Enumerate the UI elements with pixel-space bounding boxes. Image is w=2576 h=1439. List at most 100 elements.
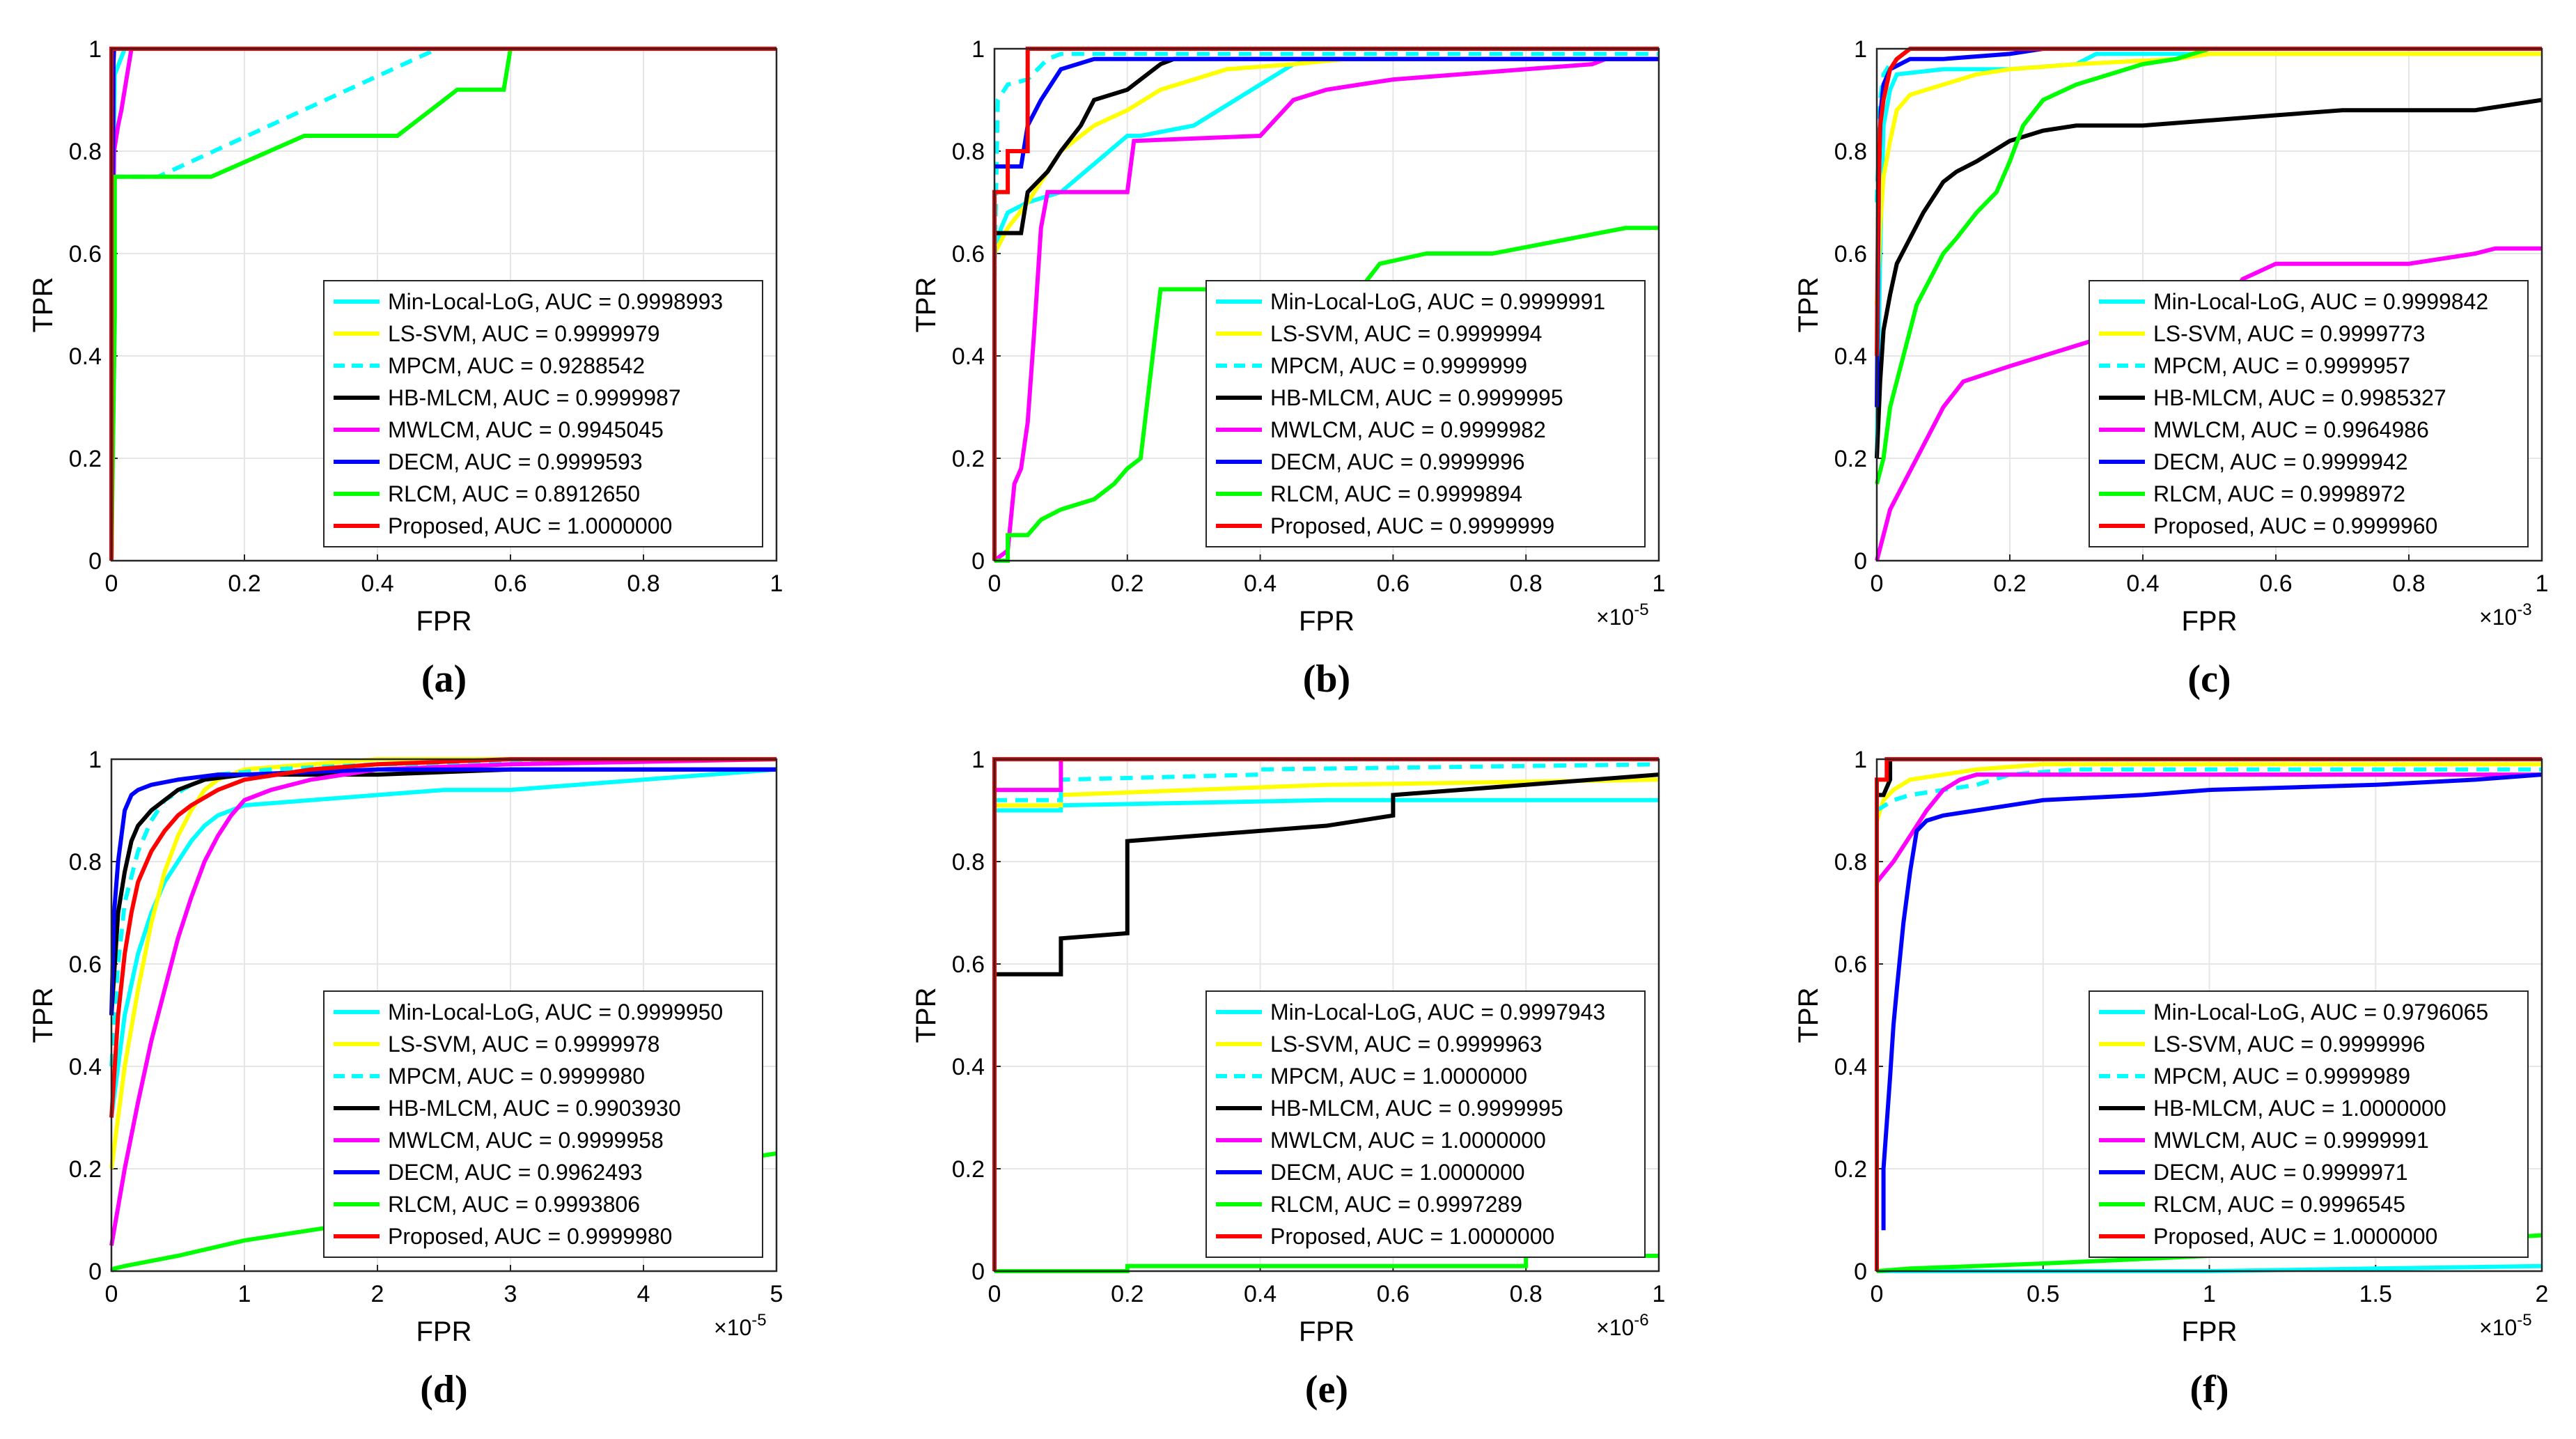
x-tick-label: 1 — [1653, 1281, 1666, 1307]
legend-entry-min-local-log: Min-Local-LoG, AUC = 0.9999842 — [2153, 289, 2488, 314]
legend-entry-mwlcm: MWLCM, AUC = 0.9999991 — [2153, 1128, 2429, 1153]
panel-caption: (e) — [1305, 1368, 1348, 1411]
x-axis-label: FPR — [1299, 1316, 1355, 1347]
x-exponent-label: ×10-5 — [2479, 1311, 2532, 1340]
x-tick-label: 0 — [1871, 570, 1884, 597]
legend-entry-mpcm: MPCM, AUC = 0.9999989 — [2153, 1064, 2410, 1089]
legend-entry-rlcm: RLCM, AUC = 0.8912650 — [388, 481, 640, 506]
y-tick-label: 0 — [1854, 548, 1867, 575]
series-line-decm — [994, 56, 1659, 169]
legend-entry-min-local-log: Min-Local-LoG, AUC = 0.9796065 — [2153, 999, 2488, 1025]
series-line-min-local-log — [109, 767, 777, 1118]
legend-entry-decm: DECM, AUC = 0.9962493 — [388, 1160, 643, 1185]
panel-caption: (c) — [2187, 658, 2231, 701]
legend: Min-Local-LoG, AUC = 0.9997943 LS-SVM, AU… — [1205, 990, 1646, 1258]
series-line-ls-svm — [1875, 762, 2542, 822]
y-axis-label: TPR — [1793, 277, 1824, 333]
y-tick-label: 0 — [88, 1259, 102, 1285]
roc-panel-c: 0 0.2 0.4 0.6 0.8 1 0 0.2 0.4 0.6 0.8 1 FPR TPR ×10-3 (… — [1793, 36, 2548, 701]
series-line-hb-mlcm — [994, 56, 1659, 235]
x-tick-label: 0 — [105, 1281, 118, 1307]
y-tick-label: 0.2 — [952, 446, 985, 472]
y-tick-label: 0.8 — [1834, 849, 1867, 876]
legend-entry-proposed: Proposed, AUC = 1.0000000 — [388, 513, 672, 538]
y-tick-label: 0 — [88, 548, 102, 575]
y-tick-label: 0 — [1854, 1259, 1867, 1285]
legend-entry-ls-svm: LS-SVM, AUC = 0.9999996 — [2153, 1032, 2425, 1057]
roc-panel-a: 0 0.2 0.4 0.6 0.8 1 0 0.2 0.4 0.6 0.8 1 FPR TPR (a) Min… — [28, 36, 783, 701]
y-tick-label: 0.4 — [952, 343, 985, 370]
y-tick-label: 1 — [1854, 36, 1867, 63]
series-group — [1875, 47, 2543, 561]
legend: Min-Local-LoG, AUC = 0.9999842 LS-SVM, AU… — [2089, 280, 2529, 547]
axes-frame — [993, 758, 1660, 1273]
series-line-hb-mlcm — [1875, 98, 2543, 459]
legend-entry-mpcm: MPCM, AUC = 0.9999999 — [1270, 353, 1527, 378]
x-tick-label: 0.8 — [1510, 1281, 1543, 1307]
y-axis-label: TPR — [911, 988, 942, 1043]
legend-entry-decm: DECM, AUC = 0.9999593 — [388, 449, 643, 474]
y-tick-label: 1 — [88, 36, 102, 63]
y-axis-label: TPR — [1793, 988, 1824, 1043]
legend-entry-hb-mlcm: HB-MLCM, AUC = 0.9903930 — [388, 1096, 681, 1121]
y-tick-label: 0.2 — [1834, 446, 1867, 472]
x-tick-label: 0 — [988, 570, 1001, 597]
x-tick-label: 0 — [105, 570, 118, 597]
legend-entry-mpcm: MPCM, AUC = 0.9999980 — [388, 1064, 645, 1089]
x-tick-label: 0.8 — [627, 570, 659, 597]
x-tick-label: 2 — [2536, 1281, 2549, 1307]
x-exponent-label: ×10-5 — [714, 1311, 767, 1340]
legend-entry-decm: DECM, AUC = 0.9999996 — [1270, 449, 1525, 474]
x-tick-label: 0.2 — [1111, 570, 1143, 597]
panel-caption: (b) — [1303, 658, 1350, 701]
legend-entry-mpcm: MPCM, AUC = 0.9999957 — [2153, 353, 2410, 378]
legend-entry-mwlcm: MWLCM, AUC = 0.9999958 — [388, 1128, 664, 1153]
legend-entry-proposed: Proposed, AUC = 1.0000000 — [1270, 1224, 1554, 1249]
legend-box — [323, 280, 763, 547]
y-tick-label: 0.6 — [69, 951, 102, 978]
y-tick-label: 0.2 — [69, 1156, 102, 1183]
x-tick-label: 1 — [2536, 570, 2549, 597]
x-axis-label: FPR — [1299, 606, 1355, 637]
legend-entry-proposed: Proposed, AUC = 0.9999980 — [388, 1224, 672, 1249]
legend-entry-mpcm: MPCM, AUC = 0.9288542 — [388, 353, 645, 378]
y-tick-label: 0.8 — [952, 849, 985, 876]
axes-frame — [110, 758, 778, 1273]
panel-caption: (a) — [421, 658, 467, 701]
legend-box — [2089, 280, 2529, 547]
y-tick-label: 0.2 — [952, 1156, 985, 1183]
legend-entry-min-local-log: Min-Local-LoG, AUC = 0.9999950 — [388, 999, 723, 1025]
x-exponent-label: ×10-5 — [1596, 600, 1649, 630]
legend-entry-decm: DECM, AUC = 1.0000000 — [1270, 1160, 1525, 1185]
x-tick-label: 0 — [1871, 1281, 1884, 1307]
series-line-decm — [1881, 772, 2543, 1231]
y-tick-label: 0.6 — [952, 241, 985, 267]
x-axis-label: FPR — [416, 606, 472, 637]
legend-entry-ls-svm: LS-SVM, AUC = 0.9999979 — [388, 321, 659, 346]
x-axis-label: FPR — [416, 1316, 472, 1347]
legend-entry-hb-mlcm: HB-MLCM, AUC = 0.9999995 — [1270, 1096, 1563, 1121]
legend-entry-hb-mlcm: HB-MLCM, AUC = 0.9999987 — [388, 385, 681, 410]
y-tick-label: 0.8 — [952, 139, 985, 165]
legend-entry-mwlcm: MWLCM, AUC = 1.0000000 — [1270, 1128, 1546, 1153]
y-axis-label: TPR — [28, 988, 58, 1043]
legend: Min-Local-LoG, AUC = 0.9999991 LS-SVM, AU… — [1205, 280, 1646, 547]
x-tick-label: 2 — [371, 1281, 384, 1307]
y-tick-label: 0.8 — [69, 139, 102, 165]
x-tick-label: 4 — [637, 1281, 650, 1307]
series-line-mwlcm — [1875, 772, 2542, 884]
x-tick-label: 1 — [238, 1281, 251, 1307]
legend-entry-min-local-log: Min-Local-LoG, AUC = 0.9997943 — [1270, 999, 1605, 1025]
axes-frame — [110, 47, 778, 562]
y-tick-label: 1 — [88, 747, 102, 773]
x-tick-label: 0.8 — [2392, 570, 2425, 597]
x-tick-label: 5 — [770, 1281, 783, 1307]
x-tick-label: 0.6 — [494, 570, 526, 597]
y-tick-label: 0.8 — [69, 849, 102, 876]
axes-frame — [993, 47, 1660, 562]
legend-entry-mwlcm: MWLCM, AUC = 0.9945045 — [388, 417, 664, 442]
series-line-mwlcm — [109, 757, 777, 1246]
legend-entry-ls-svm: LS-SVM, AUC = 0.9999994 — [1270, 321, 1542, 346]
y-tick-label: 0 — [971, 548, 985, 575]
x-axis-label: FPR — [2182, 606, 2238, 637]
